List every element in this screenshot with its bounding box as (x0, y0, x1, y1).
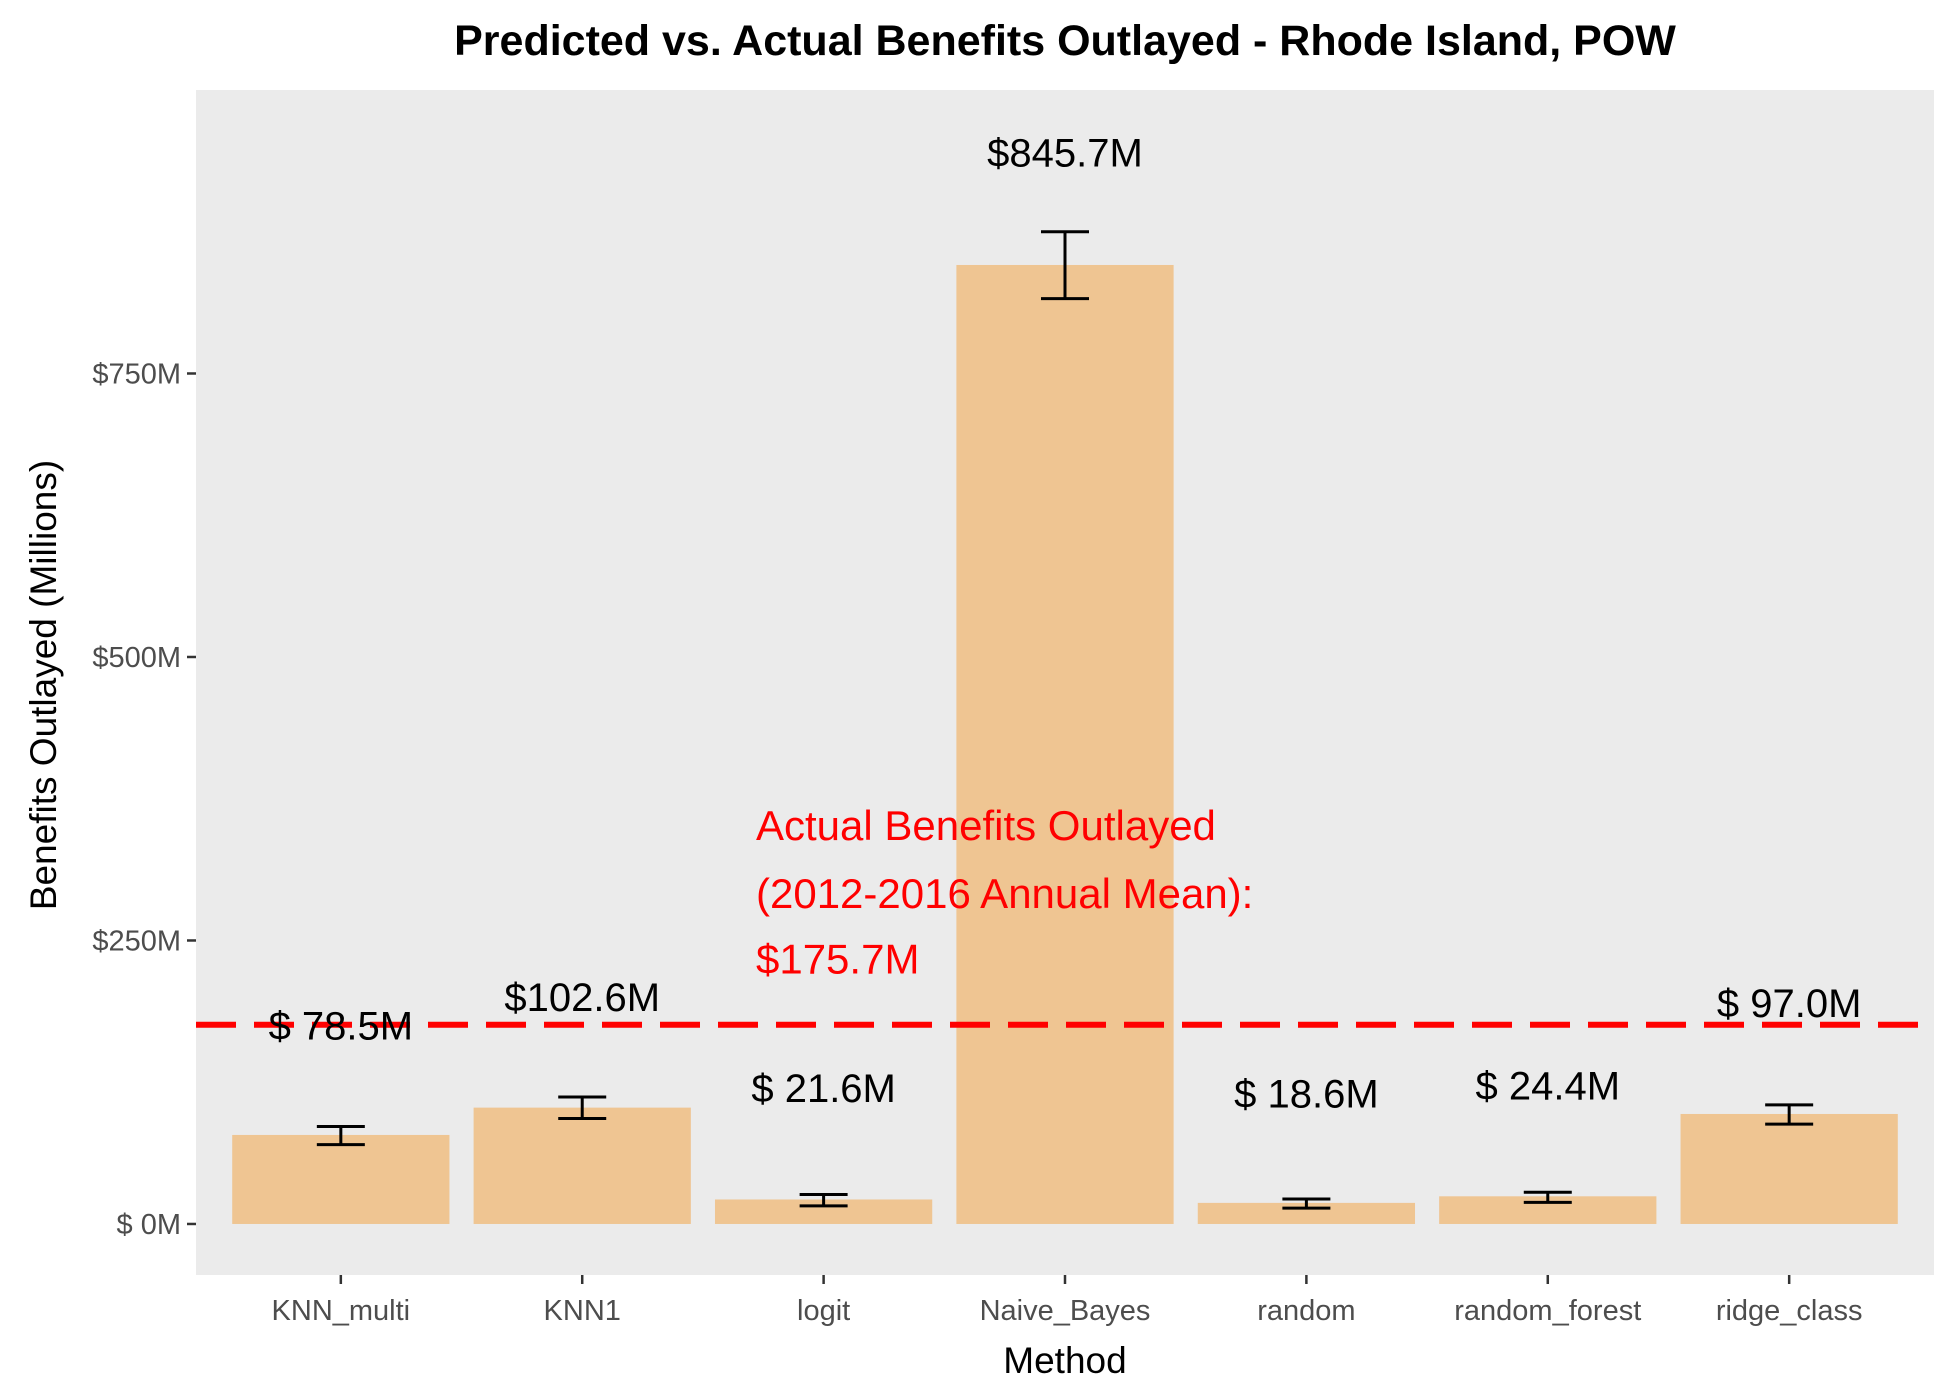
reference-label-line: $175.7M (756, 936, 919, 983)
bars (232, 264, 1898, 1224)
chart-title: Predicted vs. Actual Benefits Outlayed -… (454, 17, 1676, 65)
reference-label-line: Actual Benefits Outlayed (756, 802, 1216, 849)
data-label: $102.6M (504, 976, 660, 1020)
data-label: $845.7M (987, 131, 1143, 175)
x-tick-label: Naive_Bayes (980, 1295, 1151, 1327)
reference-line-group: Actual Benefits Outlayed (2012-2016 Annu… (196, 802, 1934, 1028)
data-labels: $ 78.5M $102.6M $ 21.6M $845.7M $ 18.6M $ 24.… (269, 131, 1862, 1116)
error-bar (1282, 1197, 1331, 1210)
data-label: $ 18.6M (1234, 1073, 1379, 1117)
x-tick-label: KNN_multi (272, 1295, 411, 1327)
error-bar (558, 1095, 607, 1121)
error-bars (316, 230, 1814, 1210)
bar (473, 1107, 691, 1224)
error-bar (799, 1192, 848, 1208)
reference-label-line: (2012-2016 Annual Mean): (756, 870, 1253, 917)
error-bar (1041, 230, 1089, 301)
x-tick-label: logit (797, 1295, 850, 1327)
error-bar (316, 1124, 365, 1147)
bar (232, 1134, 450, 1224)
y-axis: $ 0M $250M $500M $750M (92, 358, 196, 1241)
y-tick-label: $750M (92, 358, 181, 390)
x-axis-title: Method (1003, 1340, 1126, 1381)
bar (1197, 1202, 1416, 1224)
error-bar (1765, 1103, 1814, 1126)
data-label: $ 78.5M (269, 1005, 414, 1049)
y-axis-title: Benefits Outlayed (Millions) (23, 460, 64, 910)
x-tick-label: random_forest (1454, 1295, 1641, 1327)
y-tick-label: $250M (92, 925, 181, 957)
data-label: $ 97.0M (1717, 982, 1862, 1026)
error-bar (1523, 1190, 1572, 1204)
y-tick-label: $ 0M (117, 1209, 181, 1241)
bar (1680, 1113, 1898, 1224)
x-tick-label: KNN1 (544, 1295, 621, 1327)
x-tick-label: ridge_class (1716, 1295, 1863, 1327)
y-tick-label: $500M (92, 642, 181, 674)
x-tick-label: random (1257, 1295, 1355, 1327)
x-axis: KNN_multi KNN1 logit Naive_Bayes random rando… (272, 1275, 1863, 1327)
bar (956, 264, 1174, 1224)
data-label: $ 24.4M (1476, 1065, 1621, 1109)
data-label: $ 21.6M (751, 1067, 896, 1111)
